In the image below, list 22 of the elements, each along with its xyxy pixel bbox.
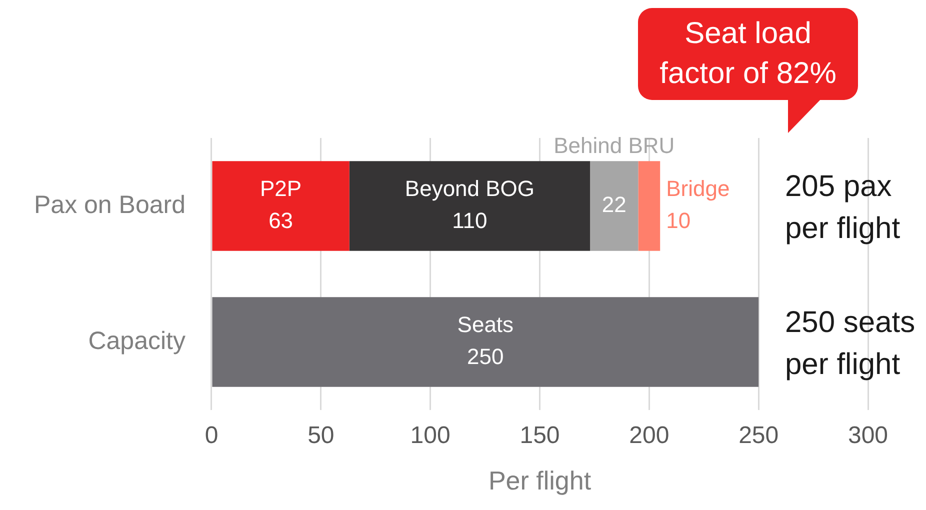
series-label: Seats	[457, 312, 514, 338]
series-label: Behind BRU	[554, 133, 675, 158]
data-label: 10	[666, 208, 691, 234]
y-tick-label: Pax on Board	[34, 190, 186, 219]
series-label: Bridge	[666, 176, 730, 202]
x-tick-label: 0	[204, 422, 218, 450]
series-label: Beyond BOG	[404, 176, 535, 202]
data-label: 63	[268, 208, 294, 234]
data-label: 110	[452, 208, 488, 234]
x-tick-label: 150	[520, 422, 560, 450]
x-tick-label: 100	[410, 422, 450, 450]
annotation: 205 pax per flight	[785, 169, 902, 247]
series-label: P2P	[260, 176, 302, 202]
annotation: 250 seats per flight	[785, 305, 916, 383]
x-tick-label: 200	[629, 422, 670, 450]
x-axis-title: Per flight	[488, 466, 592, 496]
x-tick-label: 50	[308, 422, 334, 450]
x-tick-label: 250	[738, 422, 779, 450]
x-tick-label: 300	[848, 422, 888, 450]
data-label: 250	[467, 344, 504, 370]
data-label: 22	[602, 192, 626, 218]
y-tick-label: Capacity	[88, 326, 186, 355]
